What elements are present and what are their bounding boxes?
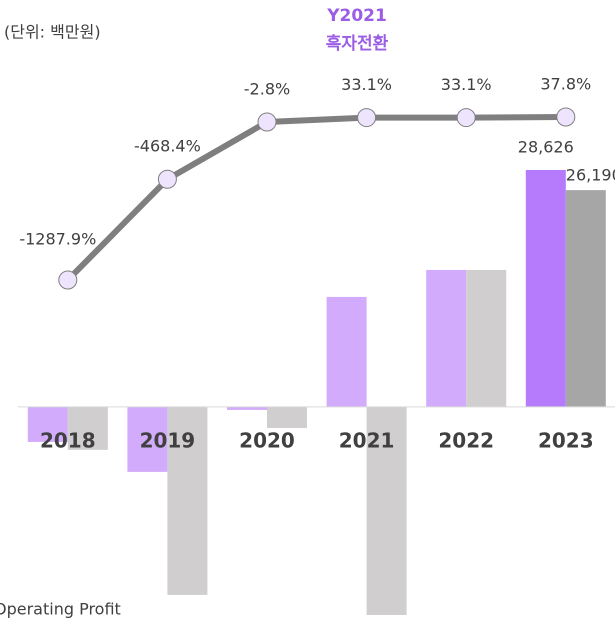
x-tick-label: 2021 — [339, 429, 395, 453]
bar — [525, 169, 566, 407]
legend-label: Operating Profit — [0, 600, 121, 618]
data-label: 26,190 — [566, 166, 615, 185]
line-marker — [58, 270, 78, 290]
line-marker — [257, 112, 277, 132]
data-label: 37.8% — [540, 74, 591, 93]
unit-note: (단위: 백만원) — [4, 23, 101, 42]
x-tick-label: 2019 — [140, 429, 196, 453]
line-marker — [556, 107, 576, 127]
bar — [466, 269, 507, 407]
bar — [565, 190, 606, 407]
bar — [67, 406, 108, 450]
line — [65, 113, 566, 283]
data-label: 33.1% — [441, 75, 492, 94]
data-label: 33.1% — [341, 75, 392, 94]
chart-title: Y2021 — [326, 6, 387, 26]
data-label: -468.4% — [134, 137, 201, 156]
bar — [167, 406, 208, 595]
data-label: 28,626 — [518, 137, 574, 156]
x-tick-label: 2018 — [40, 429, 96, 453]
bar — [27, 406, 68, 442]
bar — [326, 296, 367, 407]
line-marker — [357, 108, 377, 128]
x-tick-label: 2023 — [538, 429, 594, 453]
bar — [426, 269, 467, 407]
data-label: -1287.9% — [19, 230, 96, 249]
bar — [127, 406, 168, 472]
bar — [227, 406, 267, 410]
x-tick-label: 2022 — [438, 429, 494, 453]
x-tick-label: 2020 — [239, 429, 295, 453]
line-marker — [456, 108, 476, 128]
line-marker — [157, 169, 177, 189]
data-label: -2.8% — [244, 79, 290, 98]
bar — [366, 406, 407, 615]
chart-subtitle: 흑자전환 — [326, 33, 389, 54]
bar — [267, 406, 307, 428]
